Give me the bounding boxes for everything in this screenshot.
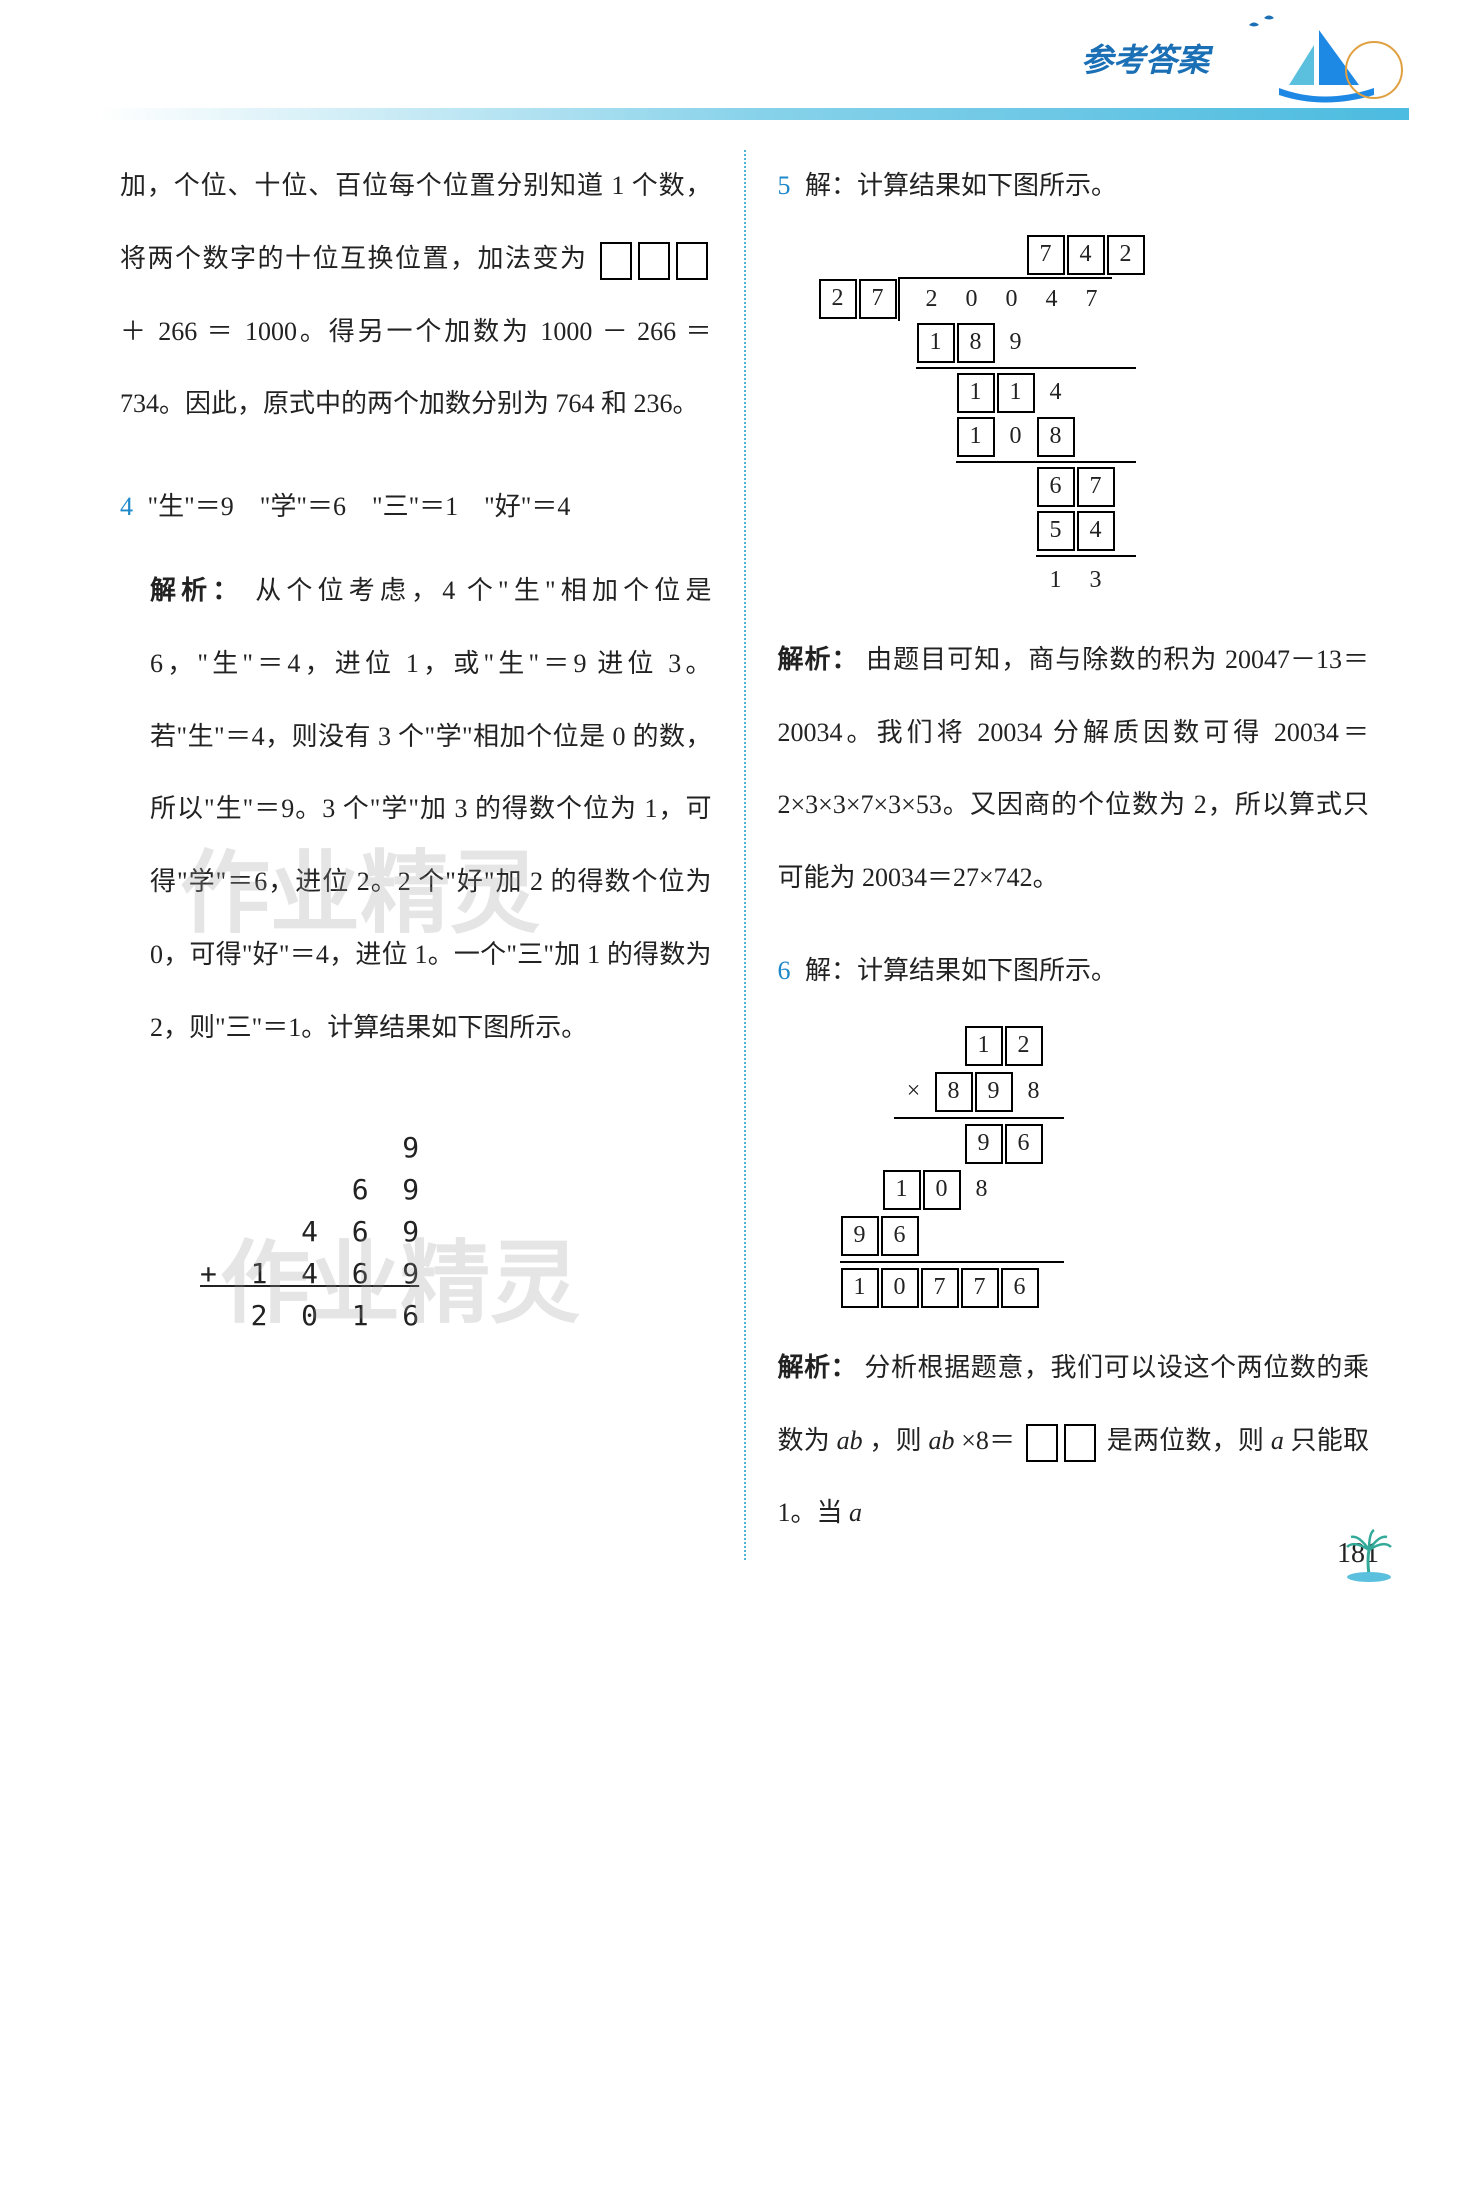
left-column: 加，个位、十位、百位每个位置分别知道 1 个数，将两个数字的十位互换位置，加法变… — [120, 150, 740, 1560]
multiplication-diagram: 1 2 × 8 9 8 9 6 1 0 8 9 6 — [838, 1023, 1370, 1311]
calc-row: 9 — [200, 1131, 419, 1164]
digit-box: 9 — [841, 1216, 879, 1256]
calc-row: 6 9 — [200, 1173, 419, 1206]
analysis-label: 解析： — [778, 644, 859, 674]
blank-box — [638, 242, 670, 280]
digit-box: 4 — [1077, 511, 1115, 551]
problem6-intro-text: 解：计算结果如下图所示。 — [805, 956, 1117, 985]
problem4-analysis-text: 从个位考虑，4 个"生"相加个位是 6，"生"＝4，进位 1，或"生"＝9 进位… — [150, 576, 712, 1042]
text: ，则 — [869, 1426, 928, 1455]
hline — [916, 367, 1136, 369]
blank-box — [676, 242, 708, 280]
digit: 3 — [1077, 561, 1115, 601]
problem4-analysis: 解析： 从个位考虑，4 个"生"相加个位是 6，"生"＝4，进位 1，或"生"＝… — [120, 554, 712, 1065]
hline — [956, 461, 1136, 463]
continuation-paragraph: 加，个位、十位、百位每个位置分别知道 1 个数，将两个数字的十位互换位置，加法变… — [120, 150, 712, 441]
palm-tree-icon — [1339, 1525, 1399, 1585]
digit-box: 6 — [881, 1216, 919, 1256]
digit-box: 1 — [957, 417, 995, 457]
division-diagram: 7 4 2 2 7 2 0 0 4 7 1 8 9 — [818, 233, 1370, 603]
digit: 0 — [997, 417, 1035, 457]
digit-box: 7 — [859, 279, 897, 319]
blank-box — [1064, 1424, 1096, 1462]
digit-box: 0 — [923, 1170, 961, 1210]
digit-box: 6 — [1005, 1124, 1043, 1164]
division-bracket — [898, 277, 912, 321]
digit-box: 9 — [975, 1072, 1013, 1112]
digit: 8 — [1015, 1072, 1053, 1112]
digit-box: 5 — [1037, 511, 1075, 551]
var: ab — [929, 1426, 955, 1455]
problem-4: 4 "生"＝9 "学"＝6 "三"＝1 "好"＝4 — [120, 471, 712, 544]
digit-box: 1 — [841, 1268, 879, 1308]
calculation-4: 9 6 9 4 6 9 + 1 4 6 9 2 0 1 6 — [200, 1085, 712, 1337]
mult-sign: × — [895, 1072, 933, 1112]
digit-box: 1 — [917, 323, 955, 363]
digit-box: 2 — [1107, 235, 1145, 275]
analysis-label: 解析： — [150, 575, 244, 605]
digit-box: 6 — [1001, 1268, 1039, 1308]
digit-box: 7 — [921, 1268, 959, 1308]
text: 是两位数，则 — [1107, 1426, 1271, 1455]
problem5-analysis: 解析： 由题目可知，商与除数的积为 20047－13＝20034。我们将 200… — [778, 623, 1370, 915]
problem6-analysis: 解析： 分析根据题意，我们可以设这个两位数的乘数为 ab ，则 ab ×8＝ 是… — [778, 1331, 1370, 1550]
problem4-answer: "生"＝9 "学"＝6 "三"＝1 "好"＝4 — [148, 492, 571, 521]
calc-row: 2 0 1 6 — [200, 1299, 419, 1332]
digit: 1 — [1037, 561, 1075, 601]
problem-number-4: 4 — [120, 492, 133, 521]
para1-text2: ＋ 266 ＝ 1000。得另一个加数为 1000 － 266 ＝ 734。因此… — [120, 317, 712, 419]
header-underline — [100, 108, 1409, 120]
digit: 8 — [963, 1170, 1001, 1210]
blank-boxes — [600, 242, 708, 280]
blank-boxes — [1026, 1424, 1096, 1462]
problem-6-intro: 6 解：计算结果如下图所示。 — [778, 935, 1370, 1008]
problem5-analysis-text: 由题目可知，商与除数的积为 20047－13＝20034。我们将 20034 分… — [778, 645, 1370, 892]
blank-box — [1026, 1424, 1058, 1462]
blank-box — [600, 242, 632, 280]
problem-number-5: 5 — [778, 171, 791, 200]
var: a — [1271, 1426, 1284, 1455]
digit: 9 — [997, 323, 1035, 363]
digit: 4 — [1033, 280, 1071, 320]
digit-box: 8 — [957, 323, 995, 363]
var: a — [849, 1498, 862, 1527]
calc-row: + 1 4 6 9 — [200, 1257, 419, 1290]
column-divider — [744, 150, 746, 1560]
content-area: 加，个位、十位、百位每个位置分别知道 1 个数，将两个数字的十位互换位置，加法变… — [0, 120, 1469, 1600]
digit: 7 — [1073, 280, 1111, 320]
analysis-label: 解析： — [778, 1352, 858, 1382]
header-title: 参考答案 — [1081, 35, 1209, 81]
text: ×8＝ — [961, 1426, 1015, 1455]
sailboat-icon — [1229, 10, 1409, 110]
problem-5-intro: 5 解：计算结果如下图所示。 — [778, 150, 1370, 223]
digit-box: 8 — [935, 1072, 973, 1112]
problem5-intro-text: 解：计算结果如下图所示。 — [805, 171, 1117, 200]
digit-box: 8 — [1037, 417, 1075, 457]
right-column: 5 解：计算结果如下图所示。 7 4 2 2 7 2 0 0 4 7 — [750, 150, 1370, 1560]
digit-box: 7 — [961, 1268, 999, 1308]
digit-box: 2 — [819, 279, 857, 319]
hline — [840, 1261, 1064, 1263]
digit-box: 0 — [881, 1268, 919, 1308]
var: ab — [837, 1426, 863, 1455]
problem-number-6: 6 — [778, 956, 791, 985]
calc-row: 4 6 9 — [200, 1215, 419, 1248]
page-header: 参考答案 — [0, 0, 1469, 120]
